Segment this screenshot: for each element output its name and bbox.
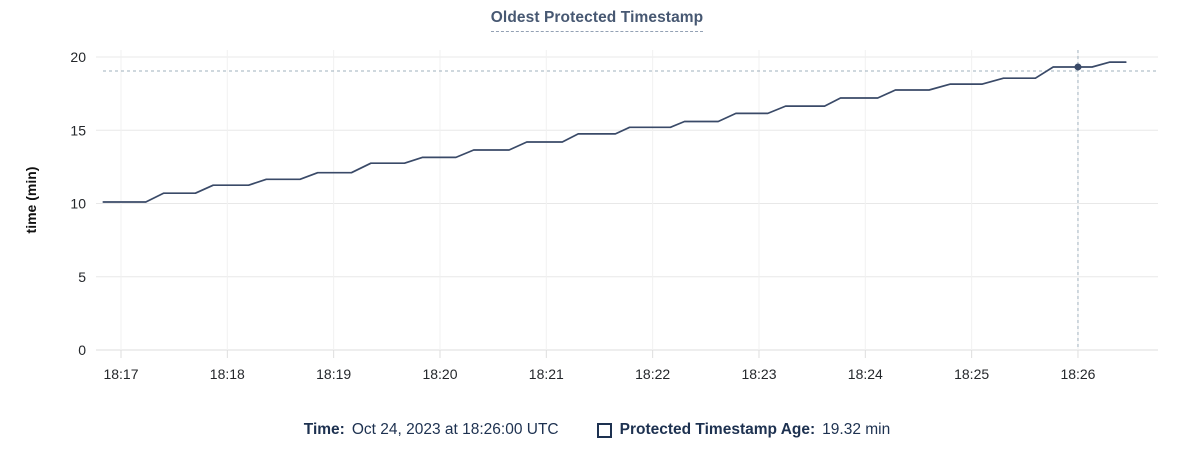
y-tick-label: 5 (78, 269, 86, 285)
x-tick-label: 18:24 (848, 366, 883, 382)
x-tick-label: 18:19 (316, 366, 351, 382)
legend-series-protected-timestamp-age[interactable]: Protected Timestamp Age: 19.32 min (596, 421, 891, 439)
legend-time-label: Time: (303, 421, 345, 438)
x-tick-label: 18:26 (1060, 366, 1095, 382)
x-tick-label: 18:25 (954, 366, 989, 382)
chart-legend: Time: Oct 24, 2023 at 18:26:00 UTC Prote… (0, 421, 1194, 439)
hover-point (1074, 63, 1082, 71)
legend-series-label: Protected Timestamp Age: (619, 421, 816, 438)
series-line (102, 61, 1127, 203)
chart-plot-area[interactable]: 0 5 10 15 20 18:17 18:18 18:19 18:20 18:21 18:22 18… (0, 0, 1194, 400)
chart-title[interactable]: Oldest Protected Timestamp (490, 9, 704, 32)
x-tick-label: 18:17 (103, 366, 138, 382)
legend-series-value: 19.32 min (822, 421, 891, 438)
y-tick-label: 10 (70, 196, 86, 212)
x-tick-label: 18:21 (529, 366, 564, 382)
x-tick-label: 18:18 (210, 366, 245, 382)
series-swatch-icon (596, 422, 612, 438)
y-tick-label: 15 (70, 122, 86, 138)
chart-title-row: Oldest Protected Timestamp (0, 9, 1194, 32)
legend-time-group: Time: Oct 24, 2023 at 18:26:00 UTC (304, 421, 559, 439)
y-tick-label: 0 (78, 342, 86, 358)
x-tick-label: 18:22 (635, 366, 670, 382)
y-tick-label: 20 (70, 49, 86, 65)
x-tick-label: 18:20 (422, 366, 457, 382)
legend-time-value: Oct 24, 2023 at 18:26:00 UTC (351, 421, 559, 438)
x-tick-label: 18:23 (741, 366, 776, 382)
